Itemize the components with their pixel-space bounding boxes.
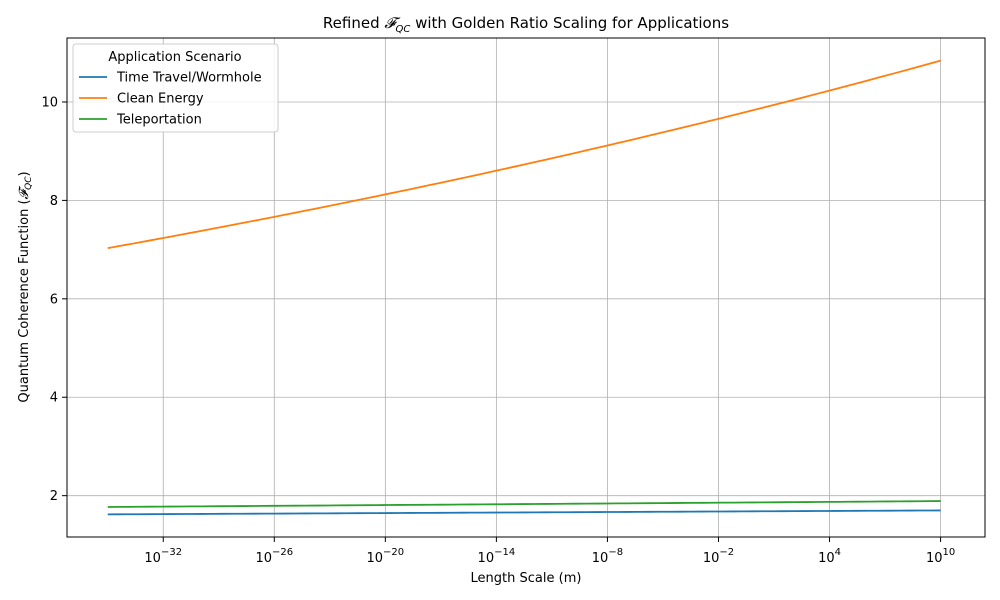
series-line bbox=[107, 500, 941, 508]
chart-title: Refined 𝓕QC with Golden Ratio Scaling fo… bbox=[323, 14, 729, 35]
y-tick-label: 10 bbox=[41, 95, 58, 110]
x-tick-power: −26 bbox=[272, 547, 293, 558]
chart-title-subscript: QC bbox=[395, 24, 410, 35]
y-axis-label-prefix: Quantum Coherence Function ( bbox=[17, 199, 32, 402]
y-axis-ticks: 2 4 6 8 10 bbox=[41, 95, 67, 504]
x-tick-base: 10 bbox=[703, 551, 720, 566]
y-tick-label: 8 bbox=[50, 194, 58, 209]
x-tick-base: 10 bbox=[255, 551, 272, 566]
y-tick-label: 6 bbox=[50, 292, 58, 307]
x-tick-label: 10−8 bbox=[592, 547, 623, 566]
legend-box bbox=[72, 43, 279, 133]
x-tick-power: −8 bbox=[608, 547, 623, 558]
x-tick-power: 4 bbox=[835, 547, 841, 558]
y-axis-label: Quantum Coherence Function (𝓕QC) bbox=[17, 171, 34, 402]
x-tick-base: 10 bbox=[144, 551, 161, 566]
x-tick-label: 10−20 bbox=[367, 547, 405, 566]
x-tick-base: 10 bbox=[367, 551, 384, 566]
x-tick-label: 10−26 bbox=[255, 547, 293, 566]
y-tick-label: 4 bbox=[50, 391, 58, 406]
y-axis-label-subscript: QC bbox=[24, 176, 34, 190]
x-tick-power: −2 bbox=[719, 547, 734, 558]
chart-title-suffix: with Golden Ratio Scaling for Applicatio… bbox=[410, 14, 729, 32]
x-tick-base: 10 bbox=[592, 551, 609, 566]
chart-title-prefix: Refined bbox=[323, 14, 384, 32]
plot-frame bbox=[66, 37, 986, 538]
legend-label: Clean Energy bbox=[117, 92, 204, 107]
x-axis-label: Length Scale (m) bbox=[471, 571, 582, 586]
x-tick-label: 1010 bbox=[926, 547, 955, 566]
x-tick-label: 10−2 bbox=[703, 547, 734, 566]
x-tick-base: 10 bbox=[478, 551, 495, 566]
legend-title: Application Scenario bbox=[108, 50, 241, 65]
x-tick-power: −32 bbox=[161, 547, 182, 558]
grid-layer bbox=[67, 38, 985, 537]
legend: Application Scenario Time Travel/Wormhol… bbox=[72, 43, 279, 133]
x-tick-power: 10 bbox=[942, 547, 955, 558]
y-tick-label: 2 bbox=[50, 489, 58, 504]
x-tick-label: 10−32 bbox=[144, 547, 182, 566]
legend-entries: Time Travel/Wormhole Clean Energy Teleport… bbox=[79, 71, 262, 128]
x-tick-label: 10−14 bbox=[478, 547, 516, 566]
x-tick-base: 10 bbox=[818, 551, 835, 566]
series-line bbox=[107, 59, 941, 250]
y-axis-label-suffix: ) bbox=[17, 171, 32, 176]
series-line bbox=[107, 509, 941, 516]
legend-label: Time Travel/Wormhole bbox=[116, 71, 262, 86]
series-layer bbox=[107, 59, 941, 516]
legend-label: Teleportation bbox=[116, 113, 202, 128]
x-tick-base: 10 bbox=[926, 551, 943, 566]
x-tick-power: −14 bbox=[494, 547, 515, 558]
x-tick-power: −20 bbox=[383, 547, 404, 558]
x-tick-label: 104 bbox=[818, 547, 841, 566]
x-axis-ticks: 10−32 10−26 10−20 10−14 10−8 10−2 104 1010 bbox=[144, 537, 955, 566]
